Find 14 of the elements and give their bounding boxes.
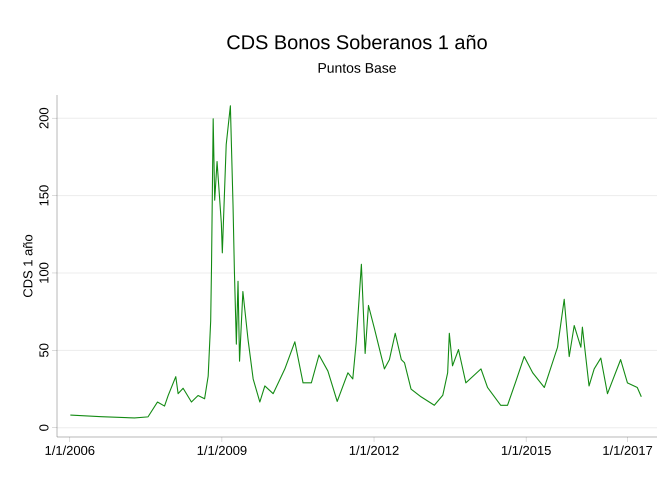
x-tick-label: 1/1/2009: [198, 446, 246, 456]
x-tick-label: 1/1/2015: [502, 446, 551, 456]
y-tick-label: 0: [39, 424, 48, 431]
line-series: [70, 105, 642, 419]
y-tick-label: 200: [39, 108, 48, 128]
y-axis-title: CDS 1 año: [23, 234, 32, 298]
y-tick-label: 50: [39, 344, 48, 358]
y-tick-label: 100: [39, 262, 48, 283]
x-tick-label: 1/1/2017: [603, 446, 652, 456]
x-tick-label: 1/1/2012: [350, 446, 399, 456]
chart-title: CDS Bonos Soberanos 1 año: [227, 34, 487, 50]
chart-subtitle: Puntos Base: [318, 63, 396, 73]
x-tick-label: 1/1/2006: [46, 446, 94, 456]
y-tick-label: 150: [39, 185, 48, 206]
